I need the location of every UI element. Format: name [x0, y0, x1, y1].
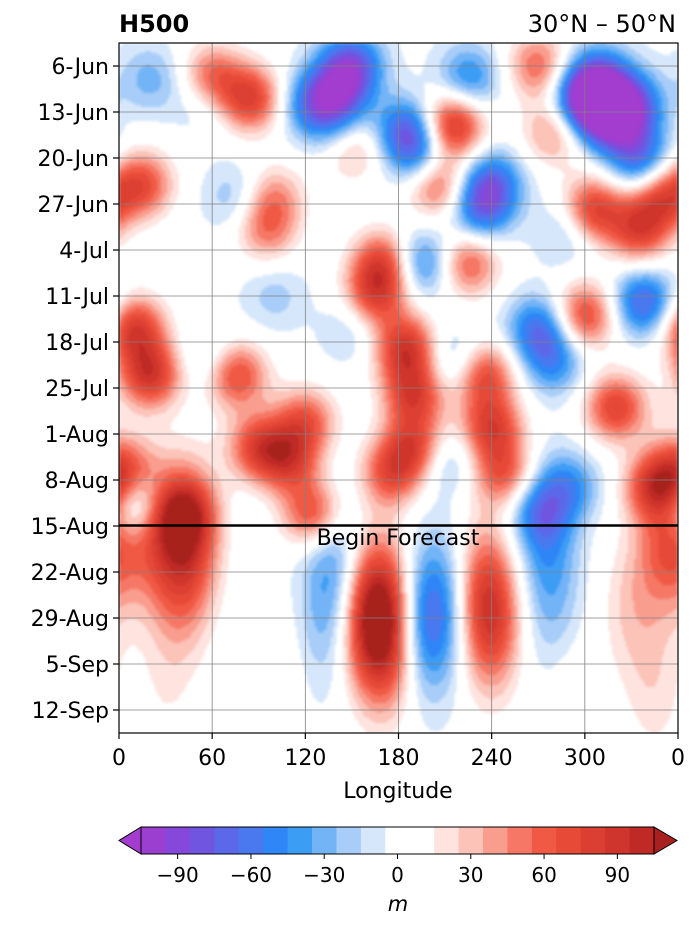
- y-tick-label: 8-Aug: [45, 469, 109, 494]
- x-axis-label: Longitude: [343, 779, 452, 804]
- colorbar-swatch: [458, 827, 484, 854]
- colorbar-swatch: [360, 827, 386, 854]
- colorbar-swatch: [141, 827, 166, 854]
- y-tick-label: 18-Jul: [45, 331, 109, 356]
- x-tick-label: 0: [112, 746, 126, 771]
- y-tick-label: 4-Jul: [59, 239, 109, 264]
- colorbar-label: m: [388, 892, 408, 916]
- x-tick-label: 240: [471, 746, 513, 771]
- plot-area: Begin Forecast: [118, 42, 679, 734]
- colorbar-tick-label: 60: [531, 863, 556, 887]
- chart-region: 30°N – 50°N: [528, 10, 676, 38]
- colorbar-swatch: [312, 827, 337, 854]
- y-tick-label: 25-Jul: [45, 377, 109, 402]
- colorbar-swatch: [580, 827, 606, 854]
- colorbar-tick-label: −30: [303, 863, 345, 887]
- colorbar-tick-label: −60: [230, 863, 272, 887]
- colorbar-swatch: [214, 827, 240, 854]
- y-tick-label: 13-Jun: [37, 101, 109, 126]
- colorbar: −90 −60 −30 0 30 60 90: [118, 826, 678, 887]
- colorbar-swatch: [605, 827, 631, 854]
- x-tick-label: 120: [284, 746, 326, 771]
- colorbar-swatch: [189, 827, 215, 854]
- y-tick-label: 5-Sep: [46, 653, 109, 678]
- gridlines: [119, 43, 678, 733]
- y-tick-label: 22-Aug: [31, 561, 109, 586]
- x-tick-label: 180: [378, 746, 420, 771]
- colorbar-over-arrow: [653, 826, 678, 855]
- y-tick-label: 15-Aug: [31, 515, 109, 540]
- colorbar-swatch: [165, 827, 191, 854]
- y-axis: 6-Jun 13-Jun 20-Jun 27-Jun 4-Jul 11-Jul 18-Jul…: [31, 55, 119, 724]
- colorbar-swatch: [409, 827, 435, 854]
- colorbar-swatch: [556, 827, 582, 854]
- colorbar-tick-label: −90: [157, 863, 199, 887]
- colorbar-swatch: [483, 827, 508, 854]
- colorbar-swatch: [238, 827, 264, 854]
- colorbar-swatch: [629, 827, 655, 854]
- colorbar-swatch: [385, 827, 411, 854]
- y-tick-label: 1-Aug: [45, 423, 109, 448]
- y-tick-label: 27-Jun: [37, 193, 109, 218]
- colorbar-swatch: [336, 827, 362, 854]
- x-tick-label: 60: [198, 746, 226, 771]
- y-tick-label: 12-Sep: [32, 699, 109, 724]
- x-axis: 0 60 120 180 240 300 0: [112, 733, 685, 771]
- colorbar-swatch: [507, 827, 533, 854]
- colorbar-swatch: [287, 827, 313, 854]
- colorbar-tick-label: 0: [391, 863, 404, 887]
- colorbar-swatch: [263, 827, 289, 854]
- colorbar-swatch: [434, 827, 460, 854]
- forecast-label: Begin Forecast: [317, 526, 480, 551]
- y-tick-label: 11-Jul: [45, 285, 109, 310]
- y-tick-label: 6-Jun: [51, 55, 109, 80]
- x-tick-label: 0: [671, 746, 685, 771]
- chart-title: H500: [119, 10, 189, 38]
- y-tick-label: 20-Jun: [37, 147, 109, 172]
- colorbar-under-arrow: [118, 826, 142, 855]
- colorbar-tick-label: 90: [605, 863, 630, 887]
- y-tick-label: 29-Aug: [31, 607, 109, 632]
- x-tick-label: 300: [564, 746, 606, 771]
- colorbar-tick-label: 30: [458, 863, 483, 887]
- colorbar-swatch: [531, 827, 557, 854]
